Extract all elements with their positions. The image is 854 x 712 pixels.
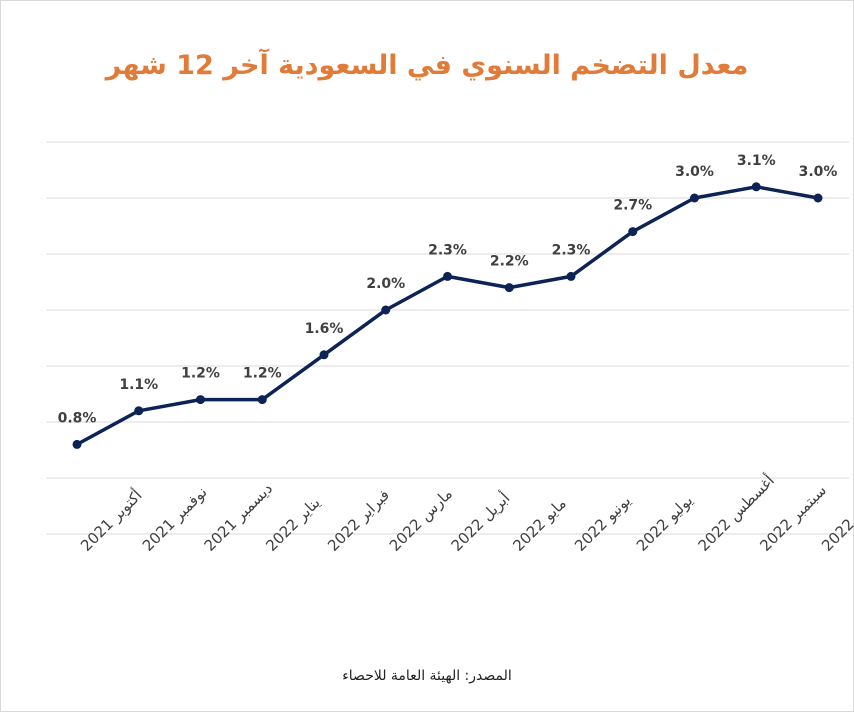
data-point bbox=[628, 227, 638, 237]
data-point bbox=[813, 193, 823, 203]
data-label: 3.0% bbox=[799, 164, 838, 180]
data-point bbox=[443, 271, 452, 281]
data-point bbox=[257, 395, 267, 405]
series-line bbox=[75, 185, 820, 447]
x-tick-label: نوفمبر 2021 bbox=[139, 483, 211, 555]
data-point bbox=[196, 395, 205, 405]
data-label: 1.1% bbox=[119, 377, 158, 393]
x-tick-label: أبريل 2022 bbox=[447, 488, 514, 555]
data-label: 1.6% bbox=[305, 321, 344, 337]
x-tick-label: يونيو 2022 bbox=[571, 492, 634, 555]
data-point bbox=[566, 271, 576, 281]
data-label: 2.2% bbox=[490, 254, 529, 270]
data-label: 0.8% bbox=[58, 410, 97, 426]
chart-title: معدل التضخم السنوي في السعودية آخر 12 شه… bbox=[105, 50, 749, 81]
data-label: 2.0% bbox=[366, 276, 405, 292]
data-label: 2.3% bbox=[428, 242, 467, 258]
data-point bbox=[751, 182, 761, 192]
data-point bbox=[134, 406, 144, 416]
x-tick-label: يوليو 2022 bbox=[633, 491, 696, 554]
data-point bbox=[72, 439, 82, 449]
x-tick-label: مايو 2022 bbox=[509, 494, 569, 554]
data-point bbox=[504, 283, 514, 293]
data-label: 2.3% bbox=[552, 242, 591, 258]
data-point bbox=[319, 350, 329, 360]
source-note: المصدر: الهيئة العامة للاحصاء bbox=[342, 668, 512, 684]
data-label: 2.7% bbox=[613, 198, 652, 214]
x-tick-label: أكتوبر 2021 bbox=[76, 486, 145, 555]
data-label: 1.2% bbox=[243, 366, 282, 382]
data-point bbox=[690, 193, 699, 203]
data-label: 3.0% bbox=[675, 164, 714, 180]
x-tick-label: مارس 2022 bbox=[386, 485, 456, 555]
x-tick-label: يناير 2022 bbox=[262, 494, 323, 555]
data-point bbox=[381, 305, 391, 315]
data-label: 1.2% bbox=[181, 366, 220, 382]
x-tick-label: فبراير 2022 bbox=[324, 486, 393, 555]
data-label: 3.1% bbox=[737, 153, 776, 169]
